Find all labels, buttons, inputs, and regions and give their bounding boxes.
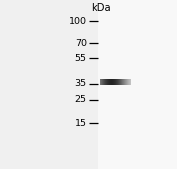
Text: kDa: kDa bbox=[91, 3, 111, 13]
Text: 70: 70 bbox=[75, 39, 87, 48]
Text: 55: 55 bbox=[75, 54, 87, 63]
Text: 25: 25 bbox=[75, 95, 87, 104]
Text: 35: 35 bbox=[75, 79, 87, 88]
Bar bbox=[98, 0, 177, 169]
Text: 100: 100 bbox=[69, 17, 87, 26]
Text: 15: 15 bbox=[75, 119, 87, 128]
